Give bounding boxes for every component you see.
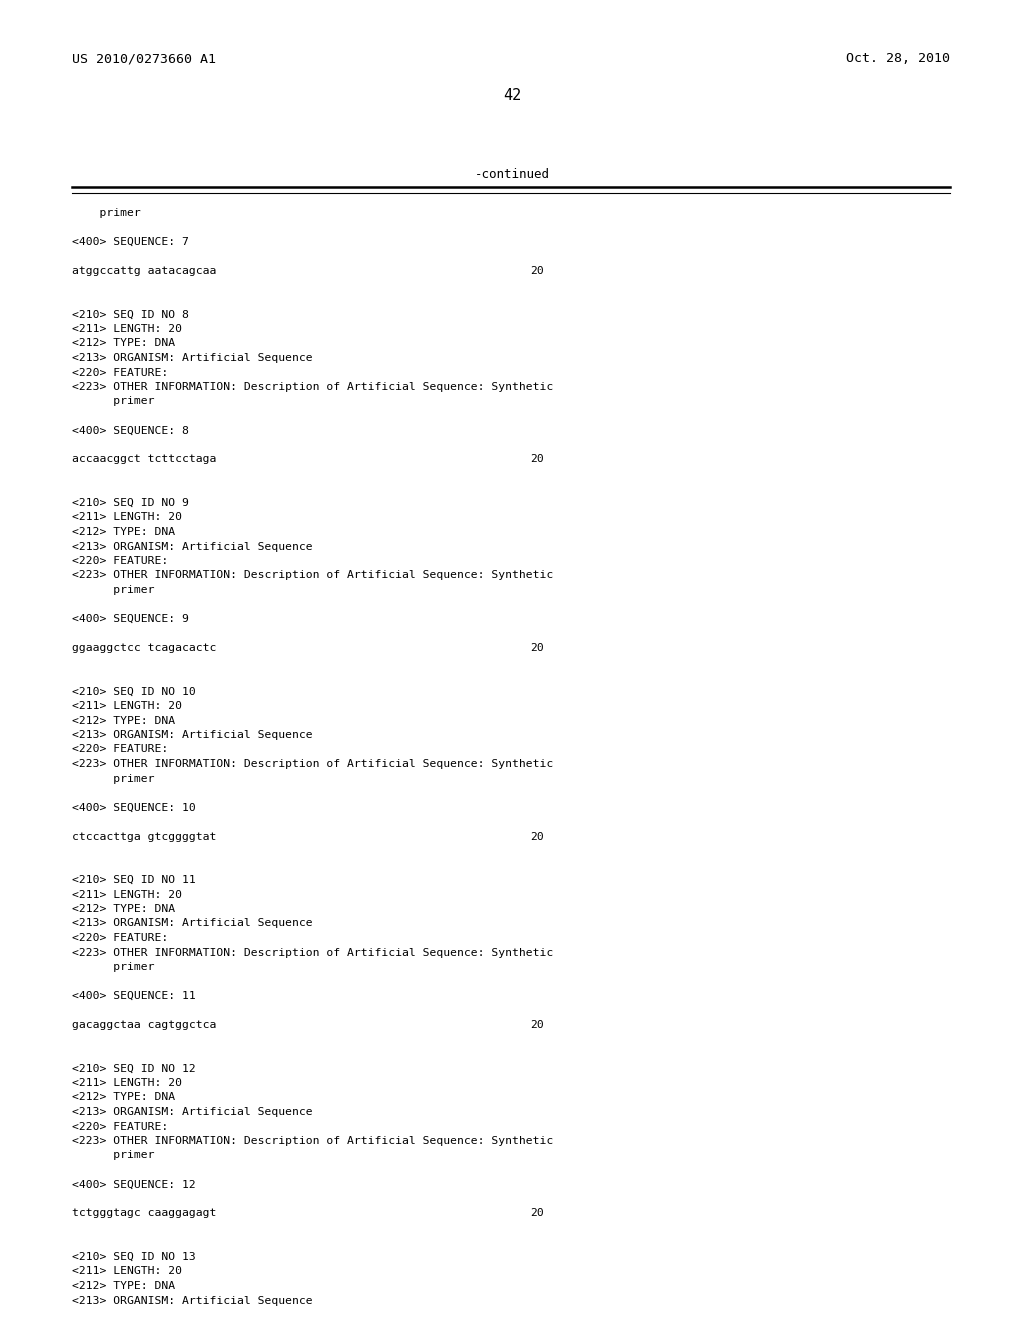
Text: <213> ORGANISM: Artificial Sequence: <213> ORGANISM: Artificial Sequence [72,919,312,928]
Text: <220> FEATURE:: <220> FEATURE: [72,367,168,378]
Text: <211> LENGTH: 20: <211> LENGTH: 20 [72,512,182,523]
Text: <212> TYPE: DNA: <212> TYPE: DNA [72,527,175,537]
Text: 42: 42 [503,88,521,103]
Text: <210> SEQ ID NO 10: <210> SEQ ID NO 10 [72,686,196,697]
Text: 20: 20 [530,454,544,465]
Text: <211> LENGTH: 20: <211> LENGTH: 20 [72,1266,182,1276]
Text: <400> SEQUENCE: 8: <400> SEQUENCE: 8 [72,425,188,436]
Text: <212> TYPE: DNA: <212> TYPE: DNA [72,1280,175,1291]
Text: <213> ORGANISM: Artificial Sequence: <213> ORGANISM: Artificial Sequence [72,1295,312,1305]
Text: -continued: -continued [474,168,550,181]
Text: <220> FEATURE:: <220> FEATURE: [72,933,168,942]
Text: <400> SEQUENCE: 7: <400> SEQUENCE: 7 [72,238,188,247]
Text: <212> TYPE: DNA: <212> TYPE: DNA [72,1093,175,1102]
Text: <210> SEQ ID NO 11: <210> SEQ ID NO 11 [72,875,196,884]
Text: <212> TYPE: DNA: <212> TYPE: DNA [72,715,175,726]
Text: primer: primer [72,585,155,595]
Text: <210> SEQ ID NO 13: <210> SEQ ID NO 13 [72,1251,196,1262]
Text: <210> SEQ ID NO 8: <210> SEQ ID NO 8 [72,309,188,319]
Text: ggaaggctcc tcagacactc: ggaaggctcc tcagacactc [72,643,216,653]
Text: <213> ORGANISM: Artificial Sequence: <213> ORGANISM: Artificial Sequence [72,1107,312,1117]
Text: 20: 20 [530,267,544,276]
Text: <223> OTHER INFORMATION: Description of Artificial Sequence: Synthetic: <223> OTHER INFORMATION: Description of … [72,948,553,957]
Text: tctgggtagc caaggagagt: tctgggtagc caaggagagt [72,1209,216,1218]
Text: <400> SEQUENCE: 9: <400> SEQUENCE: 9 [72,614,188,624]
Text: <220> FEATURE:: <220> FEATURE: [72,744,168,755]
Text: 20: 20 [530,1020,544,1030]
Text: Oct. 28, 2010: Oct. 28, 2010 [846,51,950,65]
Text: primer: primer [72,209,140,218]
Text: accaacggct tcttcctaga: accaacggct tcttcctaga [72,454,216,465]
Text: primer: primer [72,774,155,784]
Text: US 2010/0273660 A1: US 2010/0273660 A1 [72,51,216,65]
Text: <220> FEATURE:: <220> FEATURE: [72,556,168,566]
Text: <211> LENGTH: 20: <211> LENGTH: 20 [72,890,182,899]
Text: <210> SEQ ID NO 9: <210> SEQ ID NO 9 [72,498,188,508]
Text: <211> LENGTH: 20: <211> LENGTH: 20 [72,1078,182,1088]
Text: 20: 20 [530,832,544,842]
Text: <213> ORGANISM: Artificial Sequence: <213> ORGANISM: Artificial Sequence [72,730,312,741]
Text: primer: primer [72,1151,155,1160]
Text: ctccacttga gtcggggtat: ctccacttga gtcggggtat [72,832,216,842]
Text: <223> OTHER INFORMATION: Description of Artificial Sequence: Synthetic: <223> OTHER INFORMATION: Description of … [72,1137,553,1146]
Text: <400> SEQUENCE: 11: <400> SEQUENCE: 11 [72,991,196,1001]
Text: atggccattg aatacagcaa: atggccattg aatacagcaa [72,267,216,276]
Text: primer: primer [72,396,155,407]
Text: primer: primer [72,962,155,972]
Text: <223> OTHER INFORMATION: Description of Artificial Sequence: Synthetic: <223> OTHER INFORMATION: Description of … [72,570,553,581]
Text: <211> LENGTH: 20: <211> LENGTH: 20 [72,323,182,334]
Text: <210> SEQ ID NO 12: <210> SEQ ID NO 12 [72,1064,196,1073]
Text: <213> ORGANISM: Artificial Sequence: <213> ORGANISM: Artificial Sequence [72,541,312,552]
Text: gacaggctaa cagtggctca: gacaggctaa cagtggctca [72,1020,216,1030]
Text: 20: 20 [530,643,544,653]
Text: <223> OTHER INFORMATION: Description of Artificial Sequence: Synthetic: <223> OTHER INFORMATION: Description of … [72,759,553,770]
Text: <211> LENGTH: 20: <211> LENGTH: 20 [72,701,182,711]
Text: <212> TYPE: DNA: <212> TYPE: DNA [72,338,175,348]
Text: <223> OTHER INFORMATION: Description of Artificial Sequence: Synthetic: <223> OTHER INFORMATION: Description of … [72,381,553,392]
Text: <213> ORGANISM: Artificial Sequence: <213> ORGANISM: Artificial Sequence [72,352,312,363]
Text: <212> TYPE: DNA: <212> TYPE: DNA [72,904,175,913]
Text: <220> FEATURE:: <220> FEATURE: [72,1122,168,1131]
Text: 20: 20 [530,1209,544,1218]
Text: <400> SEQUENCE: 12: <400> SEQUENCE: 12 [72,1180,196,1189]
Text: <400> SEQUENCE: 10: <400> SEQUENCE: 10 [72,803,196,813]
